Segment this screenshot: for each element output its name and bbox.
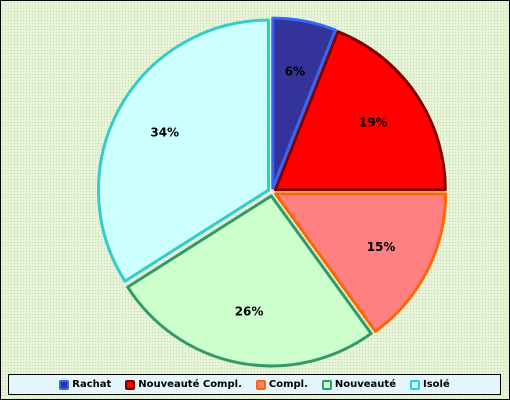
pie-slice-1 xyxy=(271,16,337,190)
legend-item-5: Isolé xyxy=(409,379,450,390)
slice-label-2: 19% xyxy=(359,116,388,130)
legend-label: Nouveauté Compl. xyxy=(138,379,242,390)
legend-swatch xyxy=(409,379,420,390)
legend: Rachat Nouveauté Compl. Compl. Nouveauté Iso… xyxy=(8,374,501,395)
pie-chart: 6% 19% 15% 26% 34% xyxy=(96,16,448,368)
legend-swatch xyxy=(255,379,266,390)
pie-slice-2 xyxy=(273,30,447,192)
legend-label: Compl. xyxy=(268,379,308,390)
legend-swatch xyxy=(59,379,70,390)
legend-swatch xyxy=(125,379,136,390)
legend-label: Rachat xyxy=(72,379,112,390)
legend-item-1: Rachat xyxy=(59,379,111,390)
legend-item-4: Nouveauté xyxy=(321,379,396,390)
legend-item-2: Nouveauté Compl. xyxy=(125,379,242,390)
slice-label-3: 15% xyxy=(367,240,396,254)
legend-label: Isolé xyxy=(422,379,450,390)
slice-label-1: 6% xyxy=(285,64,305,78)
legend-swatch xyxy=(321,379,332,390)
slice-label-4: 26% xyxy=(235,305,264,319)
pie-slice-4 xyxy=(126,194,373,368)
legend-item-3: Compl. xyxy=(255,379,308,390)
slice-label-5: 34% xyxy=(150,126,179,140)
pie-slice-3 xyxy=(274,192,448,333)
legend-label: Nouveauté xyxy=(334,379,396,390)
pie-slice-5 xyxy=(96,18,270,283)
